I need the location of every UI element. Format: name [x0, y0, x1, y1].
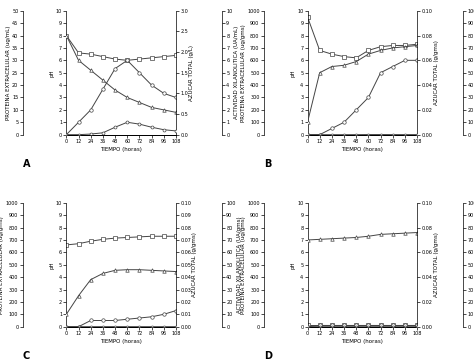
Y-axis label: PROTEINA EXTRACELULAR (ug/gms): PROTEINA EXTRACELULAR (ug/gms) — [241, 24, 246, 122]
Text: B: B — [264, 159, 271, 169]
Y-axis label: AZUCAR TOTAL (g/gms): AZUCAR TOTAL (g/gms) — [434, 232, 438, 297]
Y-axis label: ACTIVIDAD XILANOLITICA (UA/gms): ACTIVIDAD XILANOLITICA (UA/gms) — [237, 216, 242, 313]
X-axis label: TIEMPO (horas): TIEMPO (horas) — [341, 146, 383, 151]
X-axis label: TIEMPO (horas): TIEMPO (horas) — [100, 339, 142, 344]
Y-axis label: pH: pH — [50, 261, 55, 269]
Text: C: C — [23, 351, 30, 359]
X-axis label: TIEMPO (horas): TIEMPO (horas) — [341, 339, 383, 344]
Y-axis label: ACTIVIDAD XILANOLITICA (UA/mL): ACTIVIDAD XILANOLITICA (UA/mL) — [234, 26, 239, 119]
Y-axis label: AZUCAR TOTAL (g/gms): AZUCAR TOTAL (g/gms) — [434, 40, 438, 105]
Text: A: A — [23, 159, 30, 169]
Y-axis label: pH: pH — [291, 261, 296, 269]
Text: D: D — [264, 351, 272, 359]
Y-axis label: AZUCAR TOTAL (g/gms): AZUCAR TOTAL (g/gms) — [192, 232, 197, 297]
Y-axis label: PROTEINA EXTRACELULAR (ug/gms): PROTEINA EXTRACELULAR (ug/gms) — [241, 216, 246, 314]
Y-axis label: AZUCAR TOTAL (g/L): AZUCAR TOTAL (g/L) — [189, 45, 194, 101]
Y-axis label: PROTEINA EXTRACELULAR (ug/gms): PROTEINA EXTRACELULAR (ug/gms) — [0, 216, 4, 314]
Y-axis label: PROTEINA EXTRACELULAR (ug/mL): PROTEINA EXTRACELULAR (ug/mL) — [6, 25, 11, 120]
X-axis label: TIEMPO (horas): TIEMPO (horas) — [100, 146, 142, 151]
Y-axis label: pH: pH — [291, 69, 296, 76]
Y-axis label: pH: pH — [50, 69, 55, 76]
